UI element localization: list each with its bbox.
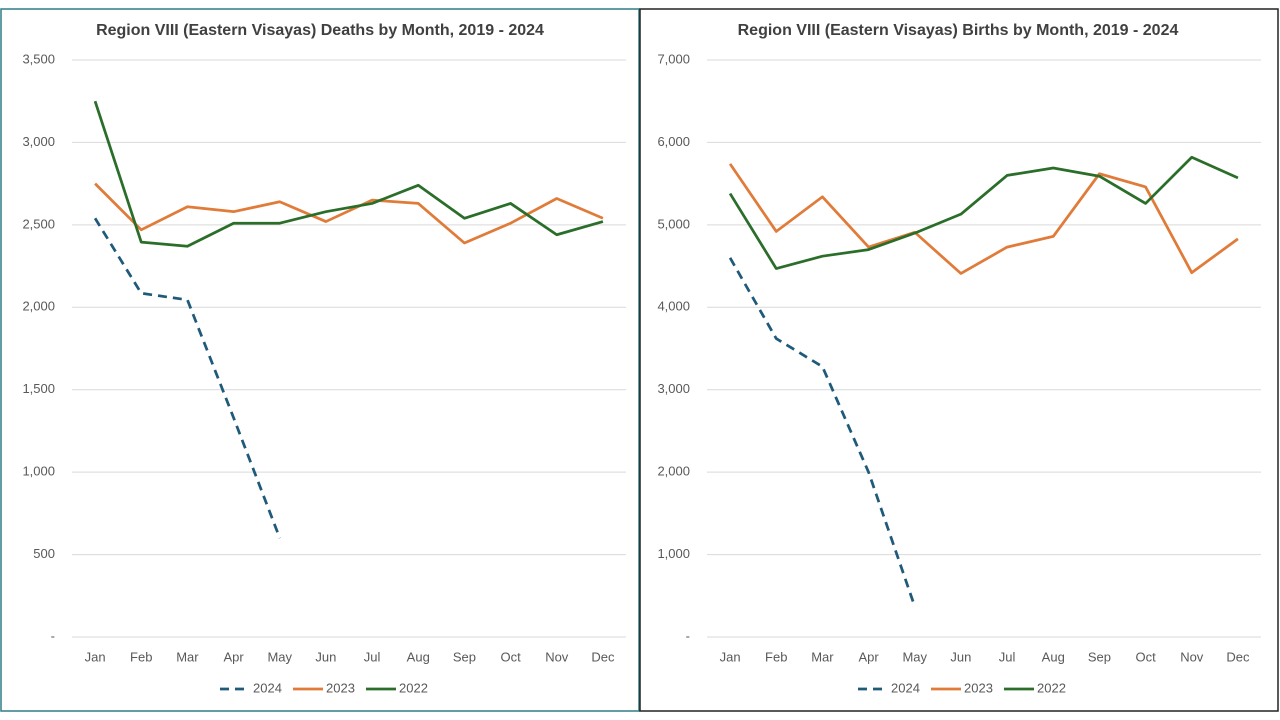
x-tick-label: Jan [720,649,741,664]
x-tick-label: Oct [500,649,521,664]
x-tick-label: Nov [1180,649,1204,664]
y-tick-label: 3,000 [22,134,55,149]
series-line [728,155,1239,270]
series-line [728,257,917,607]
chart-title: Region VIII (Eastern Visayas) Deaths by … [96,22,544,39]
legend-label: 2024 [891,680,920,695]
series-line [728,163,1239,275]
legend-label: 2022 [399,680,428,695]
x-tick-label: Sep [453,649,476,664]
y-tick-label: 7,000 [657,51,690,66]
x-tick-label: Apr [223,649,244,664]
y-tick-label: - [51,628,55,643]
x-tick-label: May [902,649,927,664]
legend-label: 2022 [1037,680,1066,695]
legend-label: 2023 [964,680,993,695]
x-tick-label: Feb [130,649,152,664]
x-tick-label: Jan [85,649,106,664]
y-tick-label: 4,000 [657,299,690,314]
series-line [93,217,282,539]
x-tick-label: Aug [407,649,430,664]
x-tick-label: Nov [545,649,569,664]
y-tick-label: 3,500 [22,51,55,66]
x-tick-label: Jun [950,649,971,664]
x-tick-label: Mar [176,649,199,664]
y-tick-label: 1,000 [657,546,690,561]
x-tick-label: Jul [999,649,1016,664]
y-tick-label: 500 [33,546,55,561]
y-tick-label: 2,500 [22,216,55,231]
x-tick-label: Apr [858,649,879,664]
y-tick-label: 1,000 [22,464,55,479]
legend-label: 2024 [253,680,282,695]
y-tick-label: 2,000 [22,299,55,314]
x-tick-label: Jul [364,649,381,664]
x-tick-label: Mar [811,649,834,664]
y-tick-label: - [686,628,690,643]
x-tick-label: Sep [1088,649,1111,664]
panel-border [639,8,1279,712]
panel-border [0,8,640,712]
x-tick-label: Dec [591,649,615,664]
x-tick-label: Jun [315,649,336,664]
x-tick-label: Dec [1226,649,1250,664]
legend-label: 2023 [326,680,355,695]
series-line [93,100,604,248]
x-tick-label: Aug [1042,649,1065,664]
x-tick-label: May [267,649,292,664]
y-tick-label: 3,000 [657,381,690,396]
y-tick-label: 6,000 [657,134,690,149]
x-tick-label: Oct [1135,649,1156,664]
x-tick-label: Feb [765,649,787,664]
y-tick-label: 1,500 [22,381,55,396]
y-tick-label: 5,000 [657,216,690,231]
series-line [94,182,604,245]
chart-title: Region VIII (Eastern Visayas) Births by … [738,22,1179,39]
y-tick-label: 2,000 [657,464,690,479]
